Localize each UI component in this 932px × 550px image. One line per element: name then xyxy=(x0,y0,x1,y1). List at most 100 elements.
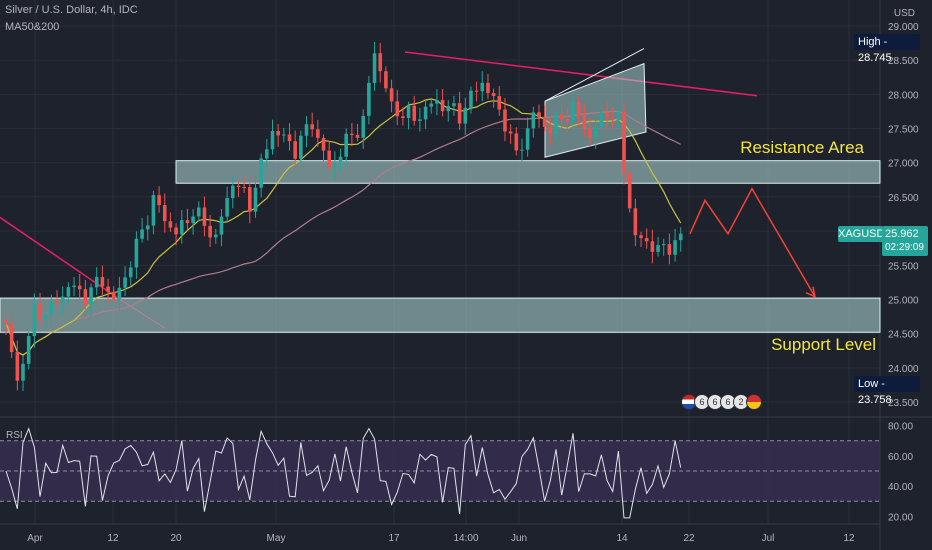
candle-body xyxy=(520,149,524,151)
eu-flag-icon[interactable] xyxy=(746,394,762,410)
price-tick: 27.500 xyxy=(888,125,919,136)
price-tick: 24.000 xyxy=(888,364,919,375)
candle-body xyxy=(55,301,59,304)
time-tick: 14:00 xyxy=(453,533,478,544)
candle-body xyxy=(66,287,71,297)
candle-body xyxy=(605,112,609,119)
candle-body xyxy=(344,133,348,157)
candle-body xyxy=(389,88,394,102)
rsi-tick: 60.00 xyxy=(888,452,913,463)
candle-body xyxy=(293,141,297,159)
candle-body xyxy=(72,285,76,288)
resistance-zone xyxy=(175,160,881,184)
price-tick: 29.000 xyxy=(888,22,919,33)
drawings xyxy=(0,48,758,329)
rsi-tick: 40.00 xyxy=(888,482,913,493)
candle-body xyxy=(667,244,672,255)
price-axis[interactable]: 29.00028.50028.00027.50027.00026.50026.0… xyxy=(888,22,919,409)
low-label: Low xyxy=(858,378,879,390)
candle-body xyxy=(270,130,275,150)
candle-body xyxy=(168,221,173,228)
bar-countdown: 02:29:09 xyxy=(885,242,924,253)
candle-body xyxy=(446,106,451,112)
price-tick: 28.000 xyxy=(888,90,919,101)
price-tick: 26.500 xyxy=(888,193,919,204)
candle-body xyxy=(531,112,536,129)
candle-body xyxy=(174,227,178,235)
candle-body xyxy=(372,53,377,83)
candle-body xyxy=(333,162,337,168)
candle-body xyxy=(145,225,150,230)
candle-body xyxy=(94,277,99,288)
candle-body xyxy=(378,53,383,72)
candle-body xyxy=(565,119,570,122)
candle-body xyxy=(77,285,82,290)
candle-body xyxy=(32,304,37,337)
time-tick: 12 xyxy=(107,533,119,544)
candle-body xyxy=(316,129,320,138)
candle-body xyxy=(418,119,422,121)
candle-body xyxy=(661,244,666,246)
rising-channel xyxy=(544,62,647,158)
price-tick: 24.500 xyxy=(888,330,919,341)
candle-body xyxy=(395,101,400,117)
candle-body xyxy=(310,124,314,130)
candle-body xyxy=(350,133,354,135)
candle-body xyxy=(582,115,587,130)
candle-body xyxy=(9,323,14,353)
symbol-title[interactable]: Silver / U.S. Dollar, 4h, IDC xyxy=(5,4,138,16)
candle-body xyxy=(491,93,496,97)
price-tick: 27.000 xyxy=(888,159,919,170)
candle-body xyxy=(225,198,229,217)
rsi-line xyxy=(5,427,682,519)
candle-body xyxy=(480,82,485,92)
ticker-badge: XAGUSD xyxy=(838,226,885,242)
candle-body xyxy=(440,100,445,112)
time-axis[interactable]: Apr 12 20 May 17 14:00 Jun 14 22 Jul 12 xyxy=(27,533,855,544)
candle-body xyxy=(548,126,553,134)
candle-body xyxy=(599,112,604,127)
candle-body xyxy=(537,112,541,118)
candle-body xyxy=(111,291,116,300)
economic-events[interactable]: 6 6 6 2 xyxy=(681,394,762,410)
candle-body xyxy=(321,137,326,151)
candle-body xyxy=(338,156,343,163)
candles xyxy=(4,41,683,391)
candle-body xyxy=(588,129,592,138)
candle-body xyxy=(21,363,25,381)
indicator-legend[interactable]: MA50&200 xyxy=(5,21,60,33)
candle-body xyxy=(650,241,655,252)
price-tick: 28.500 xyxy=(888,56,919,67)
candle-body xyxy=(554,114,558,134)
candle-body xyxy=(117,287,122,300)
candle-body xyxy=(299,135,303,159)
forecast-line xyxy=(689,187,816,298)
rsi-tick: 80.00 xyxy=(888,422,913,433)
zones xyxy=(0,160,881,333)
price-tick: 25.500 xyxy=(888,261,919,272)
candle-body xyxy=(196,207,201,217)
candle-body xyxy=(542,117,547,127)
price-tick: 23.500 xyxy=(888,398,919,409)
candle-body xyxy=(656,245,660,252)
resistance-label: Resistance Area xyxy=(740,138,864,157)
candle-body xyxy=(236,185,241,187)
high-label: High xyxy=(858,36,881,48)
candle-body xyxy=(423,106,428,120)
candle-body xyxy=(185,220,190,224)
ma200-line xyxy=(5,110,681,356)
candle-body xyxy=(644,238,649,242)
candle-body xyxy=(4,319,8,324)
candle-body xyxy=(43,314,48,320)
candle-body xyxy=(327,150,331,168)
candle-body xyxy=(559,114,564,120)
candle-body xyxy=(128,267,133,278)
time-tick: 22 xyxy=(683,533,695,544)
candle-body xyxy=(140,229,144,239)
candle-body xyxy=(106,286,110,292)
candle-body xyxy=(123,277,127,288)
candle-body xyxy=(627,172,632,209)
time-tick: 12 xyxy=(843,533,855,544)
candle-body xyxy=(202,207,207,226)
